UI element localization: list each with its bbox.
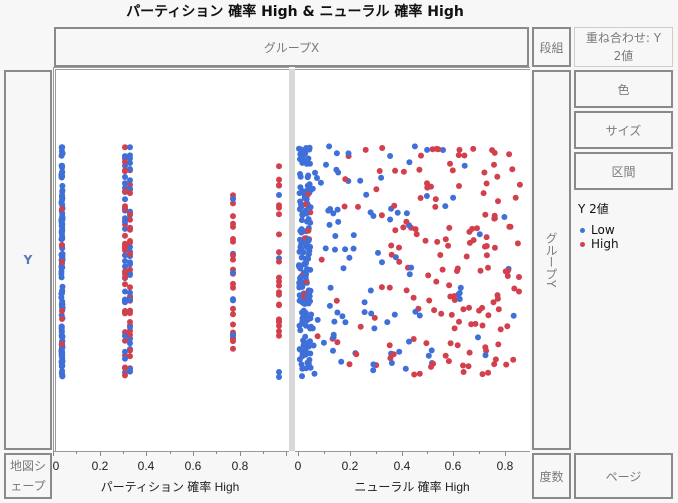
legend: Y 2値 Low High bbox=[578, 200, 673, 251]
left-axis-title[interactable]: パーティション 確率 High bbox=[100, 480, 240, 494]
map-shape-zone[interactable]: 地図シェープ bbox=[4, 453, 52, 499]
page-zone[interactable]: ページ bbox=[574, 453, 673, 499]
x-axis-area: 0 0.2 0.4 0.6 0.8 パーティション 確率 High 0 0.2 … bbox=[0, 451, 678, 503]
left-tick-0: 0 bbox=[52, 459, 60, 473]
right-tick-4: 0.8 bbox=[496, 459, 514, 473]
group-y-label: グループY bbox=[544, 232, 558, 288]
left-axis-line bbox=[53, 451, 289, 452]
size-zone[interactable]: サイズ bbox=[574, 111, 673, 149]
plot-panel-neural[interactable] bbox=[295, 67, 530, 451]
panel-divider bbox=[289, 69, 295, 451]
right-axis-line bbox=[295, 451, 530, 452]
legend-low-label: Low bbox=[591, 223, 615, 237]
high-dot-icon bbox=[580, 241, 585, 247]
right-tick-0: 0 bbox=[294, 459, 302, 473]
left-tick-2: 0.4 bbox=[137, 459, 155, 473]
legend-high-label: High bbox=[591, 237, 619, 251]
interval-zone[interactable]: 区間 bbox=[574, 152, 673, 190]
group-x-zone[interactable]: グループX bbox=[54, 27, 529, 67]
wrap-zone[interactable]: 段組 bbox=[532, 27, 571, 67]
freq-zone[interactable]: 度数 bbox=[532, 453, 571, 499]
right-axis-title[interactable]: ニューラル 確率 High bbox=[354, 480, 470, 494]
legend-item-high[interactable]: High bbox=[578, 237, 673, 251]
legend-title: Y 2値 bbox=[578, 202, 609, 216]
right-tick-1: 0.2 bbox=[341, 459, 359, 473]
group-y-zone[interactable]: グループY bbox=[532, 70, 571, 450]
color-zone[interactable]: 色 bbox=[574, 70, 673, 108]
right-tick-2: 0.4 bbox=[393, 459, 411, 473]
low-dot-icon bbox=[580, 227, 585, 233]
legend-item-low[interactable]: Low bbox=[578, 223, 673, 237]
left-tick-1: 0.2 bbox=[91, 459, 109, 473]
left-tick-4: 0.8 bbox=[231, 459, 249, 473]
graph-title: パーティション 確率 High & ニューラル 確率 High bbox=[126, 4, 464, 20]
y-zone-label: Y bbox=[23, 253, 33, 267]
y-zone[interactable]: Y bbox=[4, 70, 52, 450]
right-tick-3: 0.6 bbox=[444, 459, 462, 473]
overlay-zone[interactable]: 重ね合わせ: Y 2値 bbox=[574, 27, 673, 67]
plot-panel-partition[interactable] bbox=[53, 67, 289, 451]
left-tick-3: 0.6 bbox=[184, 459, 202, 473]
